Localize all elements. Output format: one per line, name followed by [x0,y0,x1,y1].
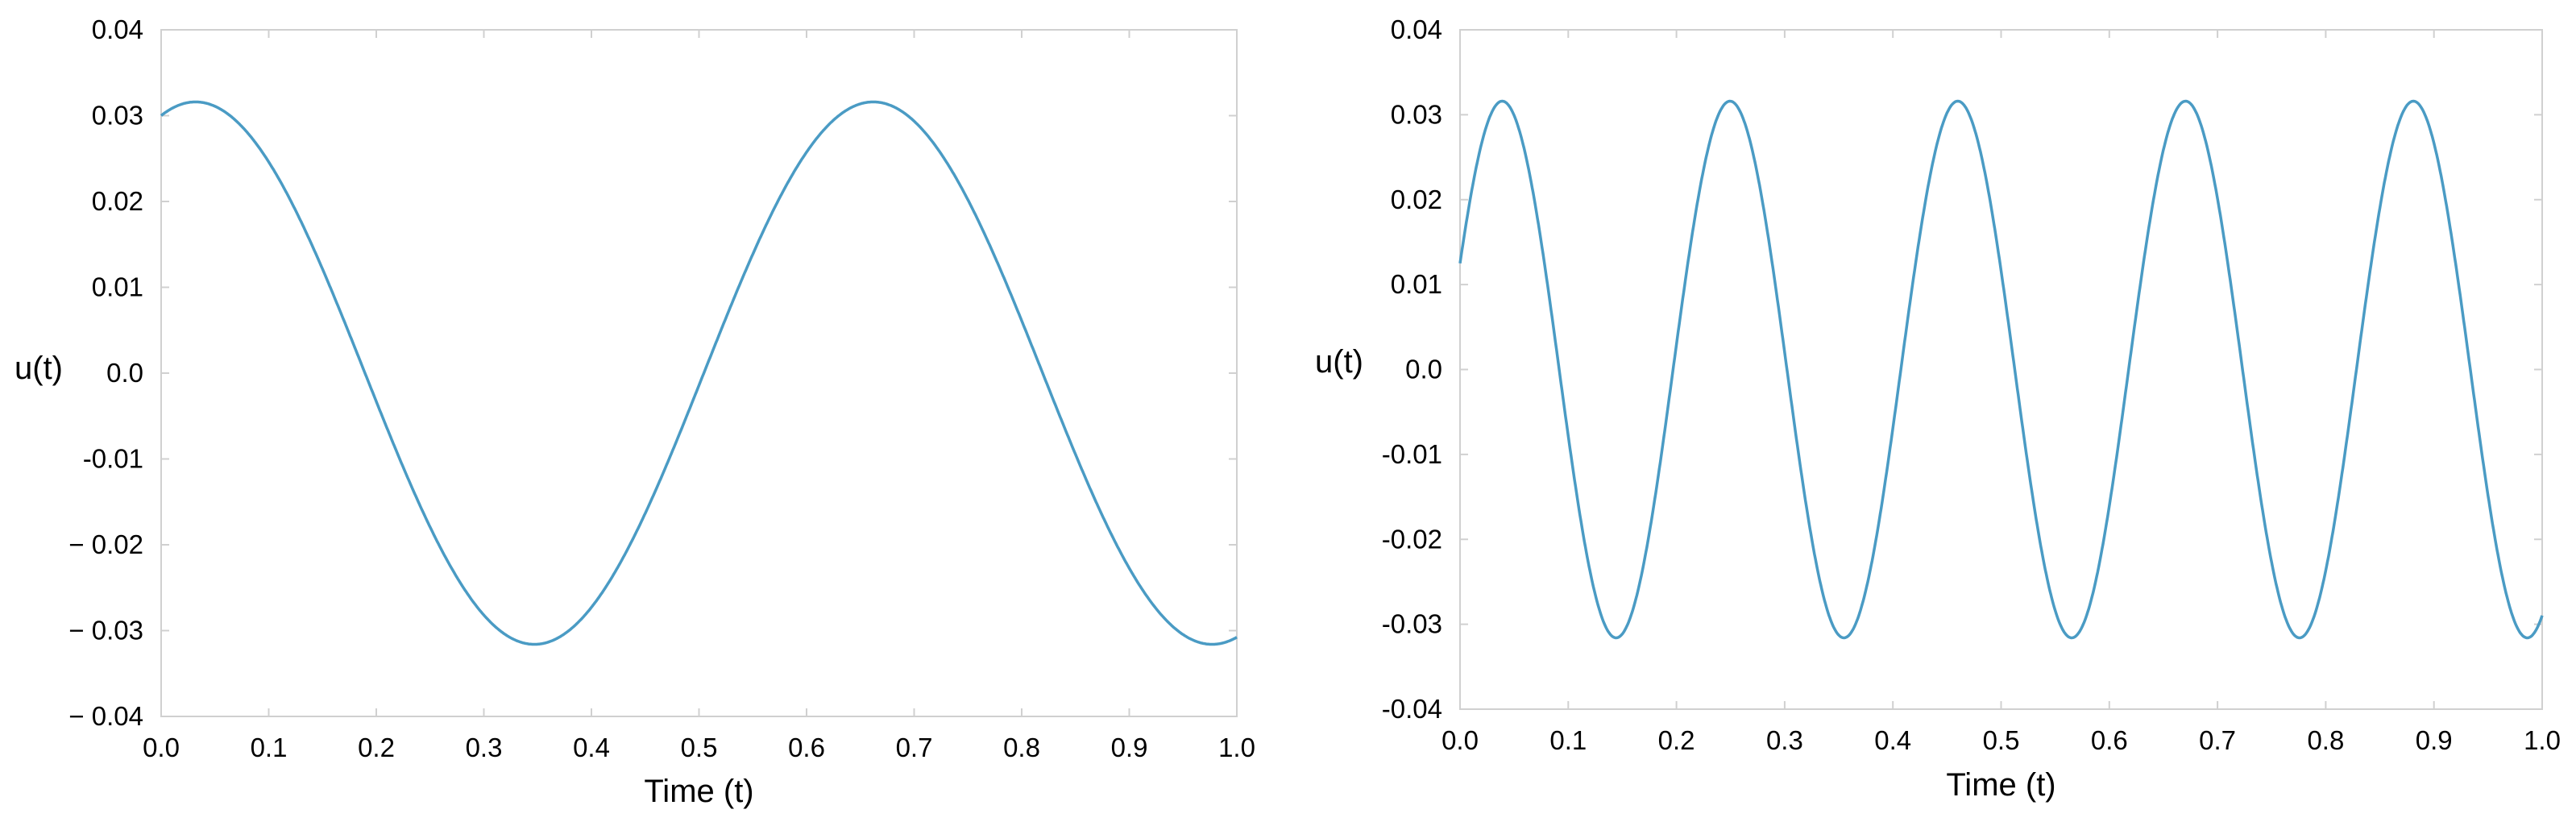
x-tick-label: 0.9 [1111,733,1148,762]
x-tick-label: 0.8 [2307,725,2344,755]
y-tick-label: 0.0 [1405,355,1442,384]
x-tick-label: 0.2 [1658,725,1695,755]
y-tick-label: 0.03 [92,101,143,131]
x-tick-label: 0.7 [896,733,933,762]
x-tick-label: 0.5 [1983,725,2020,755]
x-tick-label: 0.3 [1766,725,1803,755]
x-axis-label: Time (t) [1946,767,2055,803]
plot-frame [1459,29,2543,710]
x-tick-label: 0.9 [2416,725,2453,755]
y-tick-label: -0.01 [1382,439,1442,469]
y-tick-label: -0.02 [1382,524,1442,554]
x-tick-label: 0.6 [788,733,825,762]
y-tick-label: − 0.02 [68,529,143,559]
plot-frame [160,29,1238,717]
x-tick-label: 0.1 [251,733,288,762]
y-tick-label: 0.01 [92,272,143,302]
y-axis-label: u(t) [1315,344,1363,380]
y-tick-label: 0.03 [1391,99,1442,129]
x-tick-label: 0.0 [1441,725,1479,755]
y-tick-label: 0.02 [92,186,143,216]
x-tick-label: 0.7 [2199,725,2236,755]
y-tick-label: -0.01 [83,444,143,474]
y-tick-label: -0.04 [1382,694,1442,724]
y-tick-label: 0.0 [106,358,143,388]
chart-left: 0.04 0.03 0.02 0.01 0.0 -0.01 − 0.02 − 0.03 − 0.… [15,15,1255,809]
x-tick-label: 1.0 [1218,733,1255,762]
y-tick-label: 0.02 [1391,185,1442,214]
x-tick-label: 0.6 [2091,725,2128,755]
y-tick-label: 0.01 [1391,269,1442,299]
x-tick-label: 0.8 [1003,733,1040,762]
x-tick-label: 0.4 [573,733,610,762]
x-tick-label: 0.3 [466,733,503,762]
x-axis-label: Time (t) [644,774,753,809]
y-tick-label: -0.03 [1382,609,1442,639]
chart-right: 0.040.030.020.010.0-0.01-0.02-0.03-0.040… [1315,15,2561,803]
x-tick-label: 0.0 [143,733,180,762]
y-tick-label: − 0.04 [68,701,143,731]
series-line [1458,99,2544,640]
x-tick-label: 0.2 [358,733,395,762]
x-tick-label: 0.5 [681,733,718,762]
x-tick-label: 0.1 [1549,725,1587,755]
y-tick-label: 0.04 [1391,15,1442,44]
y-tick-label: 0.04 [92,15,143,44]
x-tick-label: 0.4 [1874,725,1911,755]
y-axis-label: u(t) [15,351,63,386]
series-line [160,100,1238,646]
x-tick-label: 1.0 [2524,725,2561,755]
y-tick-label: − 0.03 [68,616,143,646]
